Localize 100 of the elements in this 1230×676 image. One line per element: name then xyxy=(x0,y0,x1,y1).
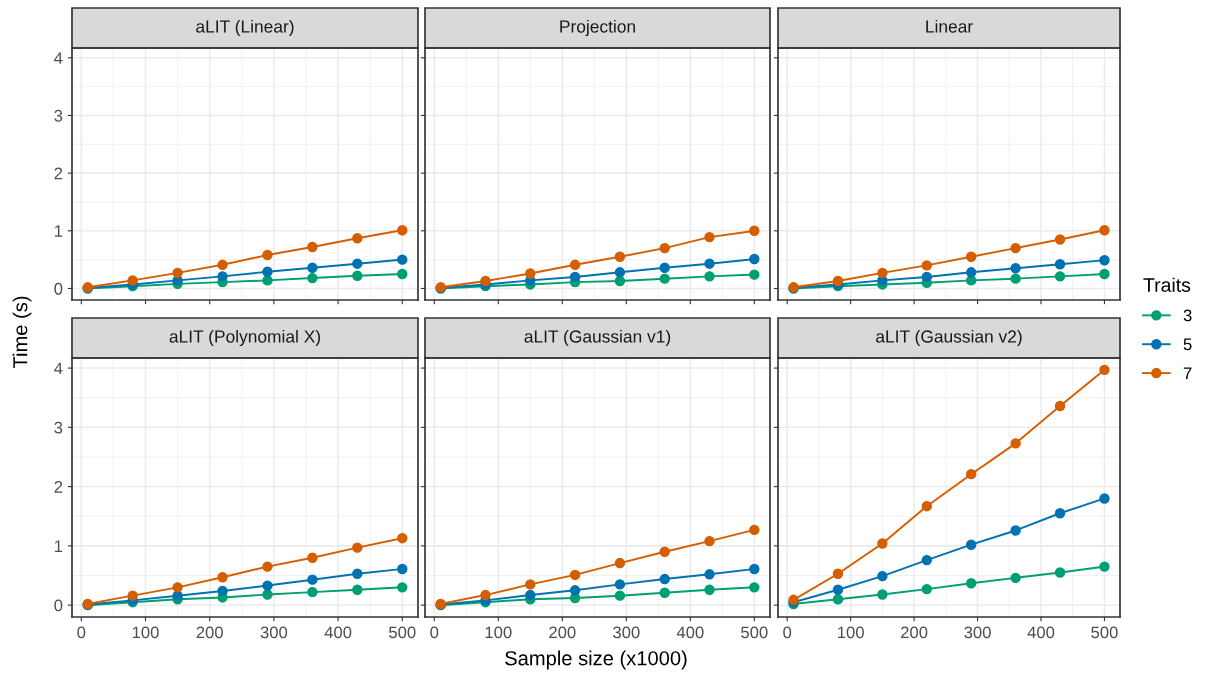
x-tick-label: 400 xyxy=(676,626,704,639)
point xyxy=(1010,438,1021,449)
point xyxy=(397,225,408,236)
point xyxy=(832,584,844,595)
x-tick-label: 300 xyxy=(260,626,288,639)
point xyxy=(352,584,363,595)
point xyxy=(749,269,760,280)
point xyxy=(1010,525,1021,536)
x-tick-label: 400 xyxy=(324,626,352,639)
y-tick-label: 4 xyxy=(54,52,63,64)
point xyxy=(832,594,844,605)
point xyxy=(1054,567,1066,578)
point xyxy=(307,241,318,253)
chart-title: Projection xyxy=(560,19,635,37)
point xyxy=(569,259,581,271)
point xyxy=(921,271,933,283)
y-tick-label: 3 xyxy=(54,421,63,434)
point xyxy=(614,590,626,601)
point xyxy=(614,267,626,278)
point xyxy=(262,589,273,600)
point xyxy=(749,563,760,575)
point xyxy=(1054,259,1066,270)
y-tick-label: 2 xyxy=(54,167,63,180)
point xyxy=(1099,364,1110,376)
point xyxy=(262,266,273,277)
point xyxy=(352,542,363,553)
x-tick-label: 200 xyxy=(549,626,576,639)
point xyxy=(307,262,318,273)
y-tick-label: 0 xyxy=(54,282,63,295)
y-tick-label: 1 xyxy=(54,225,63,237)
point xyxy=(262,561,273,572)
point xyxy=(480,589,491,601)
x-tick-label: 0 xyxy=(430,626,439,639)
legend-label: 3 xyxy=(1183,309,1192,322)
point xyxy=(172,267,183,279)
point xyxy=(659,546,670,558)
y-tick-label: 2 xyxy=(54,481,63,493)
point xyxy=(965,578,977,589)
y-tick-label: 0 xyxy=(54,599,63,612)
y-tick-label: 4 xyxy=(54,362,63,375)
point xyxy=(262,249,273,261)
point xyxy=(217,585,228,597)
point xyxy=(877,570,888,582)
point xyxy=(614,275,626,287)
point xyxy=(614,251,626,262)
x-tick-label: 100 xyxy=(132,626,159,639)
point xyxy=(525,268,536,279)
chart-title: aLIT (Gaussian v2) xyxy=(876,329,1022,347)
point xyxy=(569,569,581,581)
point xyxy=(262,275,273,286)
point xyxy=(921,260,933,271)
point xyxy=(1010,242,1021,254)
point xyxy=(704,535,715,547)
legend-label: 5 xyxy=(1183,338,1192,351)
x-tick-label: 500 xyxy=(1091,626,1118,639)
point xyxy=(397,563,408,575)
point xyxy=(749,582,760,593)
point xyxy=(832,568,844,579)
legend-title: Traits xyxy=(1143,277,1191,292)
x-tick-label: 100 xyxy=(485,626,512,639)
point xyxy=(397,532,408,544)
point xyxy=(127,590,138,601)
point xyxy=(659,262,670,273)
chart-title: aLIT (Polynomial X) xyxy=(169,329,320,347)
point xyxy=(704,569,715,580)
y-axis-title: Time (s) xyxy=(12,296,32,369)
point xyxy=(877,267,888,279)
x-tick-label: 200 xyxy=(901,626,928,639)
point xyxy=(965,267,977,278)
point xyxy=(614,579,626,590)
point xyxy=(525,589,536,601)
chart-title: aLIT (Gaussian v1) xyxy=(524,329,671,347)
point xyxy=(1054,234,1066,245)
point xyxy=(217,271,228,282)
point xyxy=(749,225,760,237)
point xyxy=(921,554,933,566)
point xyxy=(965,539,977,550)
point xyxy=(569,585,581,596)
point xyxy=(965,251,977,262)
y-tick-label: 3 xyxy=(54,109,63,122)
point xyxy=(1010,273,1021,284)
point xyxy=(1054,400,1066,412)
x-tick-label: 500 xyxy=(741,626,768,639)
point xyxy=(704,271,715,282)
point xyxy=(1099,493,1110,504)
x-tick-label: 300 xyxy=(964,626,991,639)
point xyxy=(659,273,670,284)
point xyxy=(307,574,318,585)
point xyxy=(1099,268,1110,280)
point xyxy=(397,582,408,593)
point xyxy=(480,275,491,287)
chart-title: Linear xyxy=(926,19,973,33)
chart-title: aLIT (Linear) xyxy=(196,19,294,37)
point xyxy=(659,242,670,254)
point xyxy=(1010,572,1021,584)
point xyxy=(217,572,228,583)
point xyxy=(877,589,888,600)
point xyxy=(172,582,183,593)
point xyxy=(749,524,760,536)
point xyxy=(307,586,318,598)
